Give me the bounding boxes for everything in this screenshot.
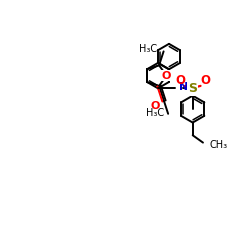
Text: CH₃: CH₃ xyxy=(210,140,228,150)
Text: O: O xyxy=(175,74,185,88)
Text: S: S xyxy=(188,82,197,95)
Text: H₃C: H₃C xyxy=(139,44,158,54)
Text: H₃C: H₃C xyxy=(146,108,165,118)
Text: NH: NH xyxy=(179,82,197,92)
Text: O: O xyxy=(151,101,160,111)
Text: O: O xyxy=(200,74,210,88)
Text: O: O xyxy=(162,70,171,81)
